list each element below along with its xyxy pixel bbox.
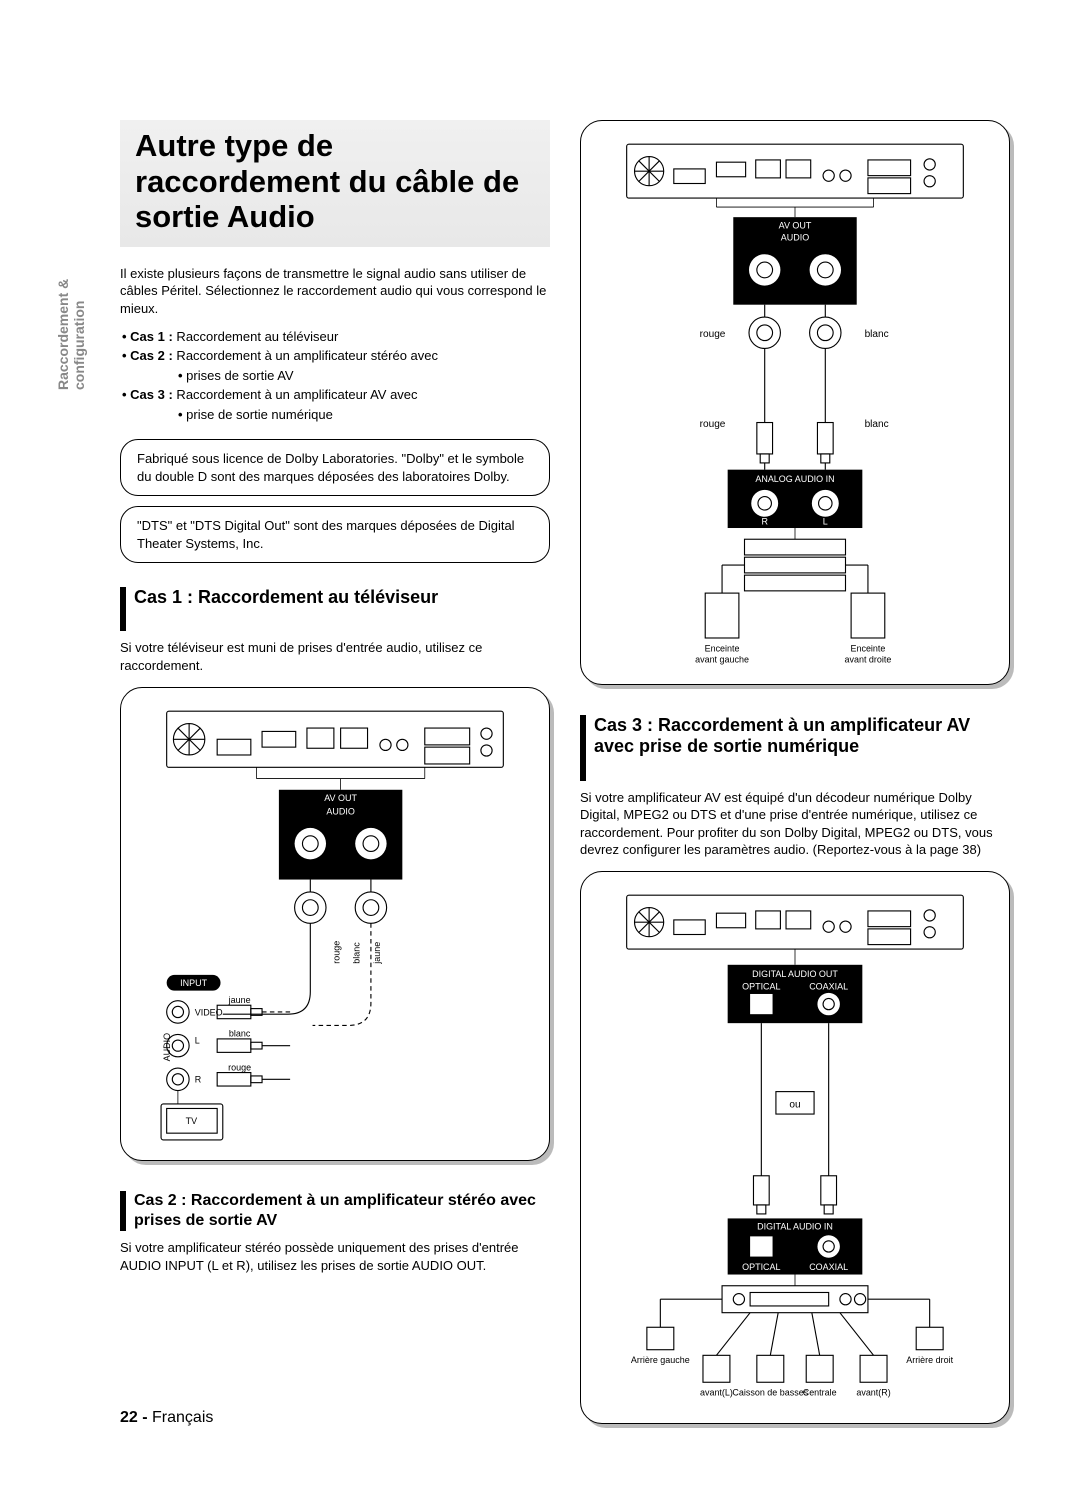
section-bar [580,715,586,781]
dolby-note: Fabriqué sous licence de Dolby Laborator… [120,439,550,496]
list-item: Cas 3 : Raccordement à un amplificateur … [122,386,550,404]
right-column: AV OUT AUDIO rouge blanc rouge blanc [580,120,1010,1440]
svg-text:AUDIO: AUDIO [326,806,354,816]
case3-text: Raccordement à un amplificateur AV avec [173,387,418,402]
cas2-head: Cas 2 : Raccordement à un amplificateur … [120,1191,550,1231]
cas3-head: Cas 3 : Raccordement à un amplificateur … [580,715,1010,781]
diagram-cas3: DIGITAL AUDIO OUT OPTICAL COAXIAL ou DIG… [580,871,1010,1424]
svg-text:R: R [195,1074,202,1084]
svg-text:AUDIO: AUDIO [162,1032,172,1060]
svg-text:AUDIO: AUDIO [781,233,809,243]
svg-text:OPTICAL: OPTICAL [742,1262,780,1272]
list-item: Cas 1 : Raccordement au téléviseur [122,328,550,346]
diagram3-svg: DIGITAL AUDIO OUT OPTICAL COAXIAL ou DIG… [593,884,997,1411]
svg-text:blanc: blanc [229,1028,251,1038]
list-item-cont: prise de sortie numérique [122,406,550,424]
left-column: Autre type de raccordement du câble de s… [120,120,550,1440]
cas1-head: Cas 1 : Raccordement au téléviseur [120,587,550,631]
svg-text:ou: ou [789,1099,800,1110]
svg-text:rouge: rouge [228,1062,251,1072]
svg-text:Enceinteavant droite: Enceinteavant droite [845,643,892,664]
svg-text:jaune: jaune [372,941,382,964]
svg-text:Arrière gauche: Arrière gauche [631,1355,690,1365]
list-item: Cas 2 : Raccordement à un amplificateur … [122,347,550,365]
svg-text:AV OUT: AV OUT [779,220,812,230]
diagram-cas1: AV OUT AUDIO jaune blanc rouge INPUT [120,687,550,1162]
page-language: Français [148,1409,214,1426]
cas2-body: Si votre amplificateur stéréo possède un… [120,1239,550,1274]
case2-text: Raccordement à un amplificateur stéréo a… [173,348,438,363]
svg-text:Caisson de basses: Caisson de basses [732,1388,808,1398]
svg-text:DIGITAL AUDIO IN: DIGITAL AUDIO IN [757,1221,833,1231]
svg-text:VIDEO: VIDEO [195,1007,223,1017]
case1-text: Raccordement au téléviseur [173,329,338,344]
svg-text:jaune: jaune [228,995,251,1005]
page-title: Autre type de raccordement du câble de s… [135,128,535,235]
svg-text:COAXIAL: COAXIAL [809,981,848,991]
section-bar [120,587,126,631]
cas3-body: Si votre amplificateur AV est équipé d'u… [580,789,1010,859]
svg-text:L: L [195,1035,200,1045]
dts-note: "DTS" et "DTS Digital Out" sont des marq… [120,506,550,563]
svg-text:Arrière droit: Arrière droit [906,1355,953,1365]
svg-text:avant(R): avant(R) [856,1388,890,1398]
diagram1-svg: AV OUT AUDIO jaune blanc rouge INPUT [133,700,537,1149]
list-item-cont: prises de sortie AV [122,367,550,385]
page-number: 22 - [120,1409,148,1426]
case2-label: Cas 2 : [130,348,173,363]
svg-text:L: L [823,517,828,527]
svg-text:Centrale: Centrale [803,1388,837,1398]
svg-text:INPUT: INPUT [180,978,207,988]
cas2-heading: Cas 2 : Raccordement à un amplificateur … [134,1191,550,1229]
intro-text: Il existe plusieurs façons de transmettr… [120,265,550,318]
svg-text:avant(L): avant(L) [700,1388,733,1398]
svg-text:TV: TV [186,1116,197,1126]
svg-text:ANALOG AUDIO IN: ANALOG AUDIO IN [755,474,834,484]
case3-label: Cas 3 : [130,387,173,402]
page-footer: 22 - Français [120,1409,213,1427]
svg-text:Enceinteavant gauche: Enceinteavant gauche [695,643,749,664]
diagram-cas2: AV OUT AUDIO rouge blanc rouge blanc [580,120,1010,685]
cas1-heading: Cas 1 : Raccordement au téléviseur [134,587,438,609]
cas1-body: Si votre téléviseur est muni de prises d… [120,639,550,674]
svg-text:blanc: blanc [865,329,889,340]
svg-text:rouge: rouge [700,329,726,340]
svg-text:OPTICAL: OPTICAL [742,981,780,991]
case-list: Cas 1 : Raccordement au téléviseur Cas 2… [120,328,550,426]
svg-text:blanc: blanc [865,419,889,430]
svg-text:AV OUT: AV OUT [324,793,357,803]
svg-text:rouge: rouge [331,940,341,963]
section-bar [120,1191,126,1231]
svg-text:COAXIAL: COAXIAL [809,1262,848,1272]
cas3-heading: Cas 3 : Raccordement à un amplificateur … [594,715,1010,758]
svg-text:blanc: blanc [352,941,362,963]
svg-text:DIGITAL AUDIO OUT: DIGITAL AUDIO OUT [752,969,838,979]
title-block: Autre type de raccordement du câble de s… [120,120,550,247]
side-tab: Raccordement & configuration [55,279,87,390]
svg-text:R: R [761,517,768,527]
case1-label: Cas 1 : [130,329,173,344]
diagram2-svg: AV OUT AUDIO rouge blanc rouge blanc [593,133,997,672]
page-columns: Autre type de raccordement du câble de s… [120,120,1010,1440]
svg-text:rouge: rouge [700,419,726,430]
